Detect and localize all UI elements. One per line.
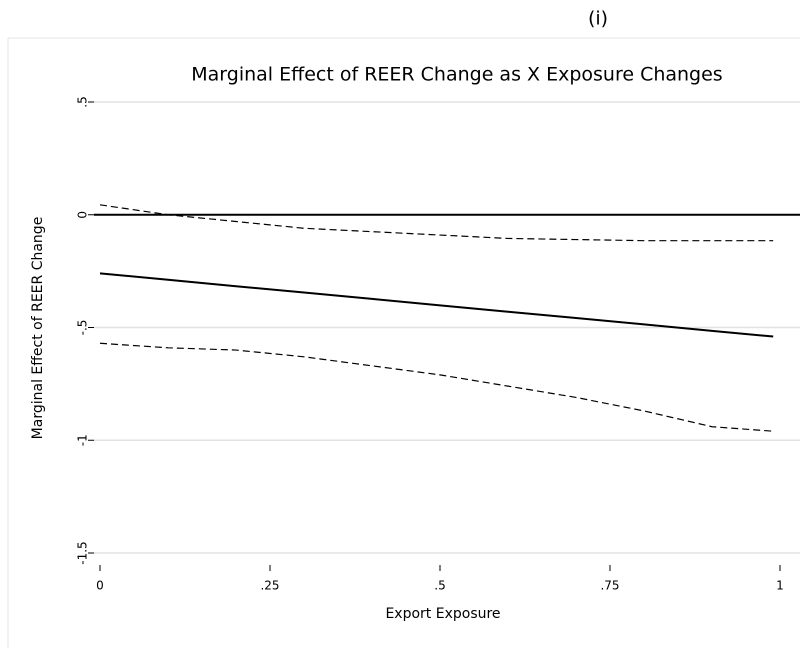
- x-tick-label: .5: [434, 579, 445, 593]
- y-tick-label: 0: [76, 211, 90, 219]
- series-line: [99, 272, 774, 338]
- series-line: [99, 342, 774, 432]
- x-tick-label: 1: [776, 579, 784, 593]
- y-axis-label: Marginal Effect of REER Change: [30, 217, 46, 440]
- y-tick-label: .5: [76, 96, 90, 107]
- y-tick-label: -.5: [76, 320, 90, 336]
- y-tick-label: -1: [76, 434, 90, 446]
- y-tick-label: -1.5: [76, 541, 90, 564]
- x-tick-label: .25: [260, 579, 279, 593]
- x-axis-label: Export Exposure: [385, 606, 500, 622]
- x-tick-label: 0: [96, 579, 104, 593]
- chart-frame: [7, 37, 800, 648]
- chart-title: Marginal Effect of REER Change as X Expo…: [191, 64, 722, 86]
- x-tick-label: .75: [600, 579, 619, 593]
- series-line: [99, 204, 774, 242]
- panel-label: (i): [588, 8, 608, 30]
